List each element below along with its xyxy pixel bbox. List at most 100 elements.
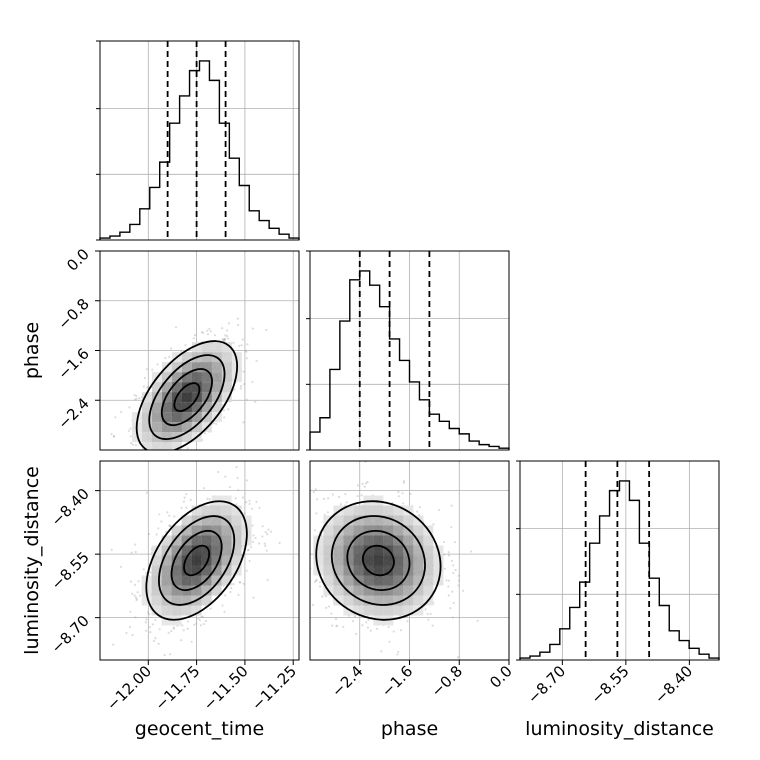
density-cell <box>393 585 404 596</box>
sample-point <box>170 630 173 633</box>
density-cell <box>231 372 242 383</box>
density-cell <box>343 605 354 616</box>
sample-point <box>331 493 334 496</box>
sample-point <box>312 491 315 494</box>
sample-point <box>250 546 253 549</box>
sample-point <box>255 500 258 503</box>
frame-geocent_time-luminosity_distance <box>99 460 300 661</box>
density-cell <box>413 565 424 576</box>
sample-point <box>462 589 465 592</box>
density-cell <box>343 505 354 516</box>
density-cell <box>211 362 222 373</box>
density-cell <box>151 392 162 403</box>
density-cell <box>211 575 222 586</box>
density-cell <box>323 575 334 586</box>
ytick-label-phase: 0.0 <box>63 245 93 275</box>
sample-point <box>265 549 268 552</box>
density-cell <box>181 412 192 423</box>
density-cell <box>323 565 334 576</box>
sample-point <box>458 579 461 582</box>
sample-point <box>313 529 317 532</box>
contour-line <box>346 529 411 592</box>
sample-point <box>325 606 328 610</box>
density-cell <box>201 342 212 353</box>
sample-point <box>174 326 178 329</box>
density-cell <box>221 392 232 403</box>
sample-point <box>251 524 254 527</box>
density-cell <box>333 545 344 556</box>
xtick-label-phase: −1.6 <box>378 662 416 700</box>
sample-point <box>258 542 261 545</box>
sample-point <box>344 493 347 496</box>
sample-point <box>397 650 400 654</box>
density-cell <box>221 342 232 353</box>
sample-point <box>237 489 240 492</box>
sample-point <box>166 511 169 514</box>
density-cell <box>413 515 424 526</box>
density-cell <box>353 585 364 596</box>
sample-point <box>248 559 251 563</box>
sample-point <box>238 344 241 347</box>
density-cell <box>393 565 404 576</box>
density-cell <box>201 382 212 393</box>
density-cell <box>171 362 182 373</box>
sample-point <box>145 368 148 371</box>
sample-point <box>457 584 460 587</box>
sample-point <box>151 623 155 626</box>
density-cell <box>413 525 424 536</box>
sample-point <box>246 549 249 552</box>
density-cell <box>201 555 212 566</box>
sample-point <box>151 368 154 371</box>
sample-point <box>264 531 267 534</box>
sample-point <box>146 386 149 389</box>
sample-point <box>114 416 117 419</box>
density-cell <box>221 535 232 546</box>
contour-line <box>361 544 395 577</box>
scatter-panel-geocent_time-luminosity_distance <box>99 460 300 661</box>
density-cell <box>343 555 354 566</box>
density-cell <box>161 575 172 586</box>
sample-point <box>427 618 430 621</box>
density-cell <box>141 412 152 423</box>
sample-point <box>208 498 211 501</box>
sample-point <box>181 466 183 468</box>
sample-point <box>365 621 368 624</box>
sample-point <box>232 341 235 344</box>
density-cell <box>353 595 364 606</box>
sample-point <box>314 488 317 491</box>
density-cell <box>171 372 182 383</box>
sample-point <box>158 513 161 516</box>
sample-point <box>470 550 473 553</box>
contour-line <box>160 368 213 427</box>
sample-point <box>242 370 245 373</box>
sample-point <box>163 654 166 657</box>
sample-point <box>286 525 288 527</box>
ytick-label-luminosity_distance: −8.70 <box>48 612 93 657</box>
density-cell <box>201 595 212 606</box>
density-cell <box>373 535 384 546</box>
sample-point <box>270 530 273 533</box>
xtick-label-phase: −2.4 <box>328 662 366 700</box>
density-cell <box>403 505 414 516</box>
density-cell <box>323 555 334 566</box>
density-cell <box>393 595 404 606</box>
density-cell <box>221 362 232 373</box>
sample-point <box>182 500 185 503</box>
sample-point <box>224 334 227 337</box>
density-cell <box>363 505 374 516</box>
sample-point <box>110 433 113 436</box>
sample-point <box>181 624 184 627</box>
density-cell <box>383 505 394 516</box>
density-cell <box>423 565 434 576</box>
density-cell <box>191 585 202 596</box>
sample-point <box>360 494 363 497</box>
xtick-label-luminosity_distance: −8.55 <box>587 662 632 707</box>
contour-line <box>315 500 442 621</box>
sample-point <box>238 581 241 584</box>
sample-point <box>303 531 305 533</box>
contour-line <box>148 354 226 440</box>
density-cell <box>363 585 374 596</box>
density-cell <box>161 615 172 626</box>
sample-point <box>426 612 429 616</box>
density-cell <box>353 505 364 516</box>
